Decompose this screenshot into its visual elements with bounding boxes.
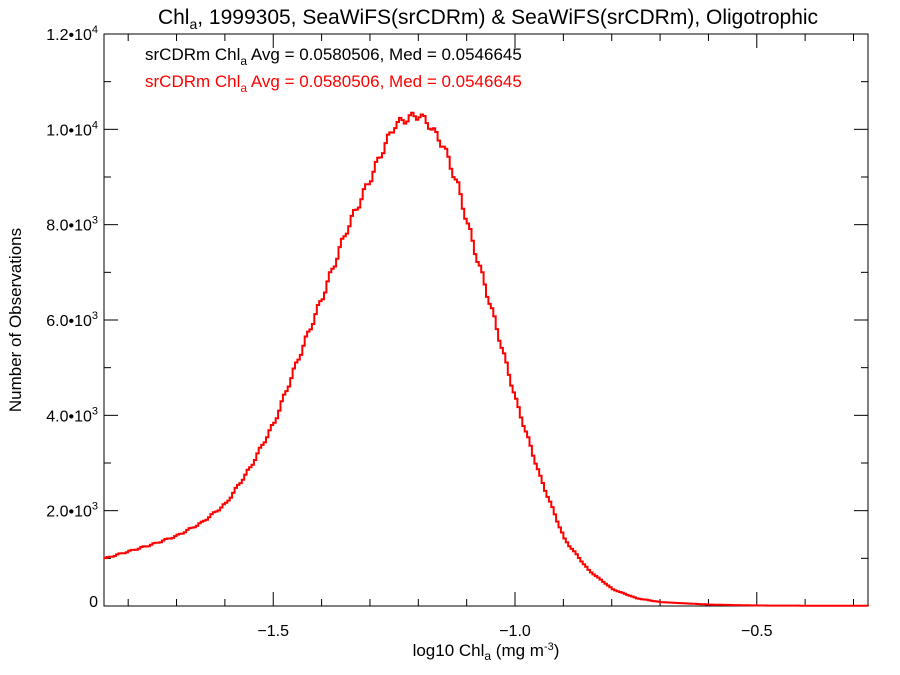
legend-entry: srCDRm Chla Avg = 0.0580506, Med = 0.054… — [145, 45, 522, 68]
x-axis-label: log10 Chla (mg m-3) — [413, 641, 560, 663]
y-tick-label: 1.2•104 — [46, 24, 98, 44]
y-tick-label: 8.0•103 — [46, 215, 98, 235]
y-tick-label: 1.0•104 — [46, 119, 98, 139]
y-axis-label: Number of Observations — [6, 228, 25, 412]
x-tick-label: −1.0 — [499, 623, 531, 640]
y-tick-label: 2.0•103 — [46, 501, 98, 521]
x-tick-label: −1.5 — [257, 623, 289, 640]
y-tick-label: 4.0•103 — [46, 405, 98, 425]
legend-entry: srCDRm Chla Avg = 0.0580506, Med = 0.054… — [145, 72, 522, 95]
legend: srCDRm Chla Avg = 0.0580506, Med = 0.054… — [145, 45, 522, 95]
plot-frame — [103, 33, 869, 607]
x-tick-label: −0.5 — [741, 623, 773, 640]
y-tick-label: 0 — [89, 594, 98, 611]
y-tick-label: 6.0•103 — [46, 310, 98, 330]
histogram-line — [104, 111, 869, 607]
chart-title: Chla, 1999305, SeaWiFS(srCDRm) & SeaWiFS… — [158, 6, 818, 32]
x-axis: −1.5 −1.0 −0.5 — [127, 34, 854, 640]
y-axis: 0 2.0•103 4.0•103 6.0•103 8.0•103 1.0•104 1.2•… — [46, 24, 868, 611]
